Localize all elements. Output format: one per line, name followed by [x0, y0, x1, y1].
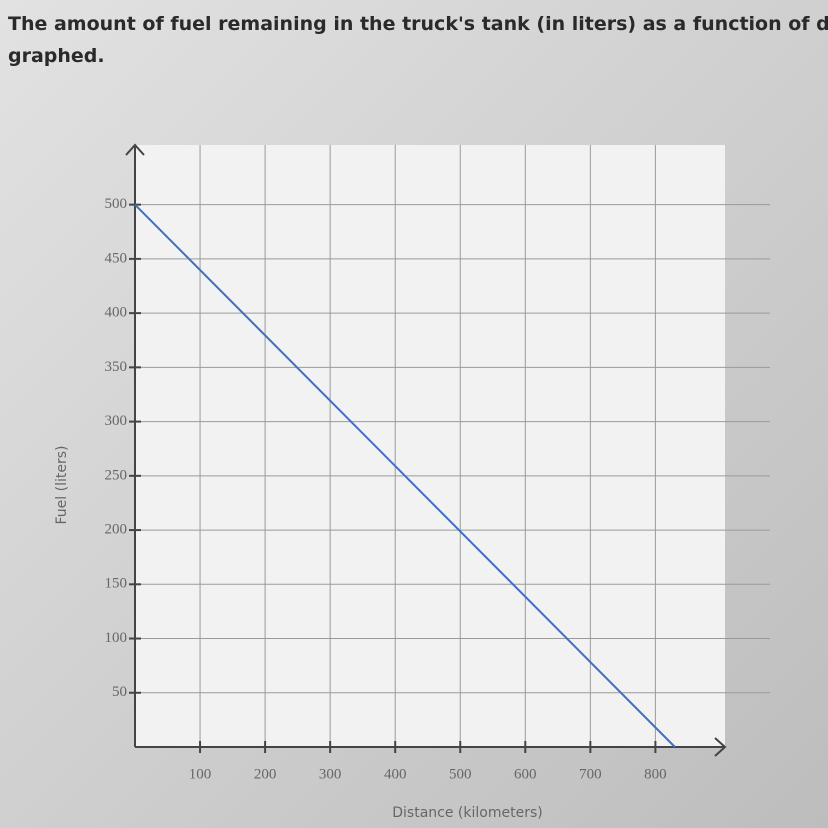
- question-line: The amount of fuel remaining in the truc…: [8, 13, 828, 35]
- x-tick-label: 200: [254, 766, 277, 782]
- y-tick-label: 100: [105, 630, 128, 646]
- x-tick-label: 100: [189, 766, 212, 782]
- question-line: graphed.: [8, 45, 105, 67]
- x-axis-label: Distance (kilometers): [392, 805, 542, 821]
- plot-area: [135, 145, 725, 747]
- x-tick-label: 300: [319, 766, 342, 782]
- y-tick-label: 500: [105, 196, 128, 212]
- x-tick-label: 800: [644, 766, 667, 782]
- x-tick-label: 400: [384, 766, 407, 782]
- y-tick-label: 50: [112, 684, 127, 700]
- y-tick-label: 300: [105, 413, 128, 429]
- x-tick-label: 500: [449, 766, 472, 782]
- y-tick-label: 200: [105, 522, 128, 538]
- y-axis-label: Fuel (liters): [54, 446, 70, 525]
- y-tick-label: 350: [105, 359, 128, 375]
- x-tick-label: 700: [579, 766, 602, 782]
- y-tick-label: 450: [105, 250, 128, 266]
- data-line: [134, 203, 676, 748]
- chart: 50 100 150 200 250 300 350 400 450 500 100 200 300 40…: [54, 143, 770, 821]
- y-arrow: [125, 143, 145, 156]
- y-tick-label: 400: [105, 305, 128, 321]
- y-tick-label: 250: [105, 467, 128, 483]
- x-arrow: [714, 737, 727, 757]
- y-tick-label: 150: [105, 576, 128, 592]
- x-tick-label: 600: [514, 766, 537, 782]
